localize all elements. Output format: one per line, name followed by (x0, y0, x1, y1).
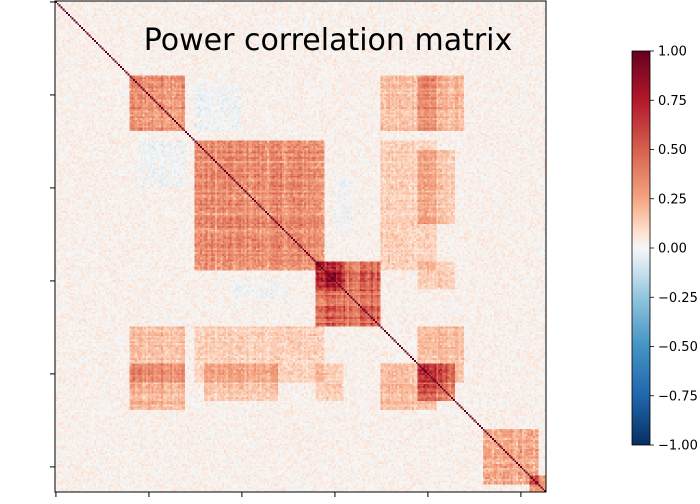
colorbar-tick-label: −0.75 (658, 389, 698, 404)
colorbar-ticks: 1.00 0.75 0.50 0.25 0.00 −0.25 −0.50 −0.75 −1.00 (650, 45, 698, 454)
colorbar-tick-label: 0.50 (658, 143, 687, 158)
colorbar-tick-label: 0.00 (658, 242, 687, 257)
heatmap (55, 1, 546, 492)
heatmap-frame (54, 0, 547, 493)
chart-title: Power correlation matrix (144, 23, 513, 58)
colorbar-tick-label: 0.75 (658, 94, 687, 109)
x-axis-ticks (55, 492, 522, 497)
colorbar-tick-label: −0.50 (658, 340, 698, 355)
colorbar-tick-label: −1.00 (658, 439, 698, 454)
y-axis-ticks (50, 1, 55, 468)
colorbar (631, 50, 651, 446)
colorbar-tick-label: 0.25 (658, 192, 687, 207)
colorbar-tick-label: 1.00 (658, 45, 687, 60)
heatmap-image (55, 1, 546, 492)
colorbar-tick-label: −0.25 (658, 291, 698, 306)
